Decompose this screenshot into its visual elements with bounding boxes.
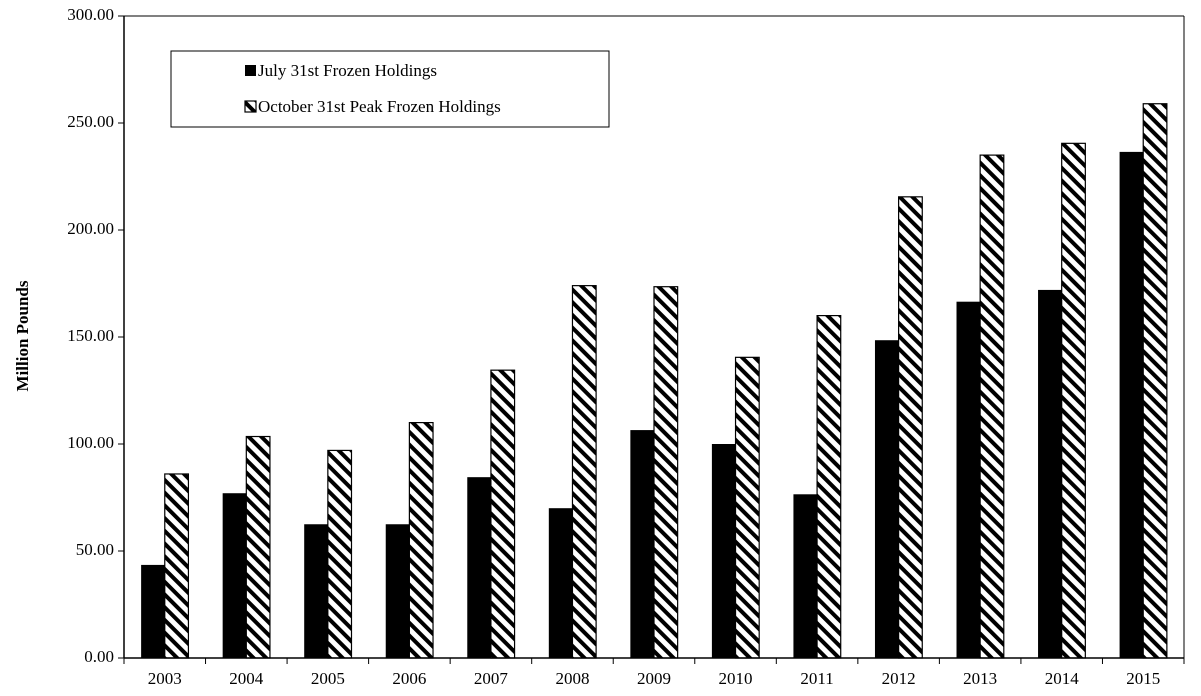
bar-series xyxy=(141,103,1168,659)
bar-july-2006 xyxy=(385,524,410,658)
bar-october-2005 xyxy=(327,449,353,659)
bar-july-2012 xyxy=(874,340,899,658)
x-tick-label: 2005 xyxy=(311,669,345,688)
x-tick-label: 2011 xyxy=(800,669,833,688)
bar-october-2007 xyxy=(490,369,516,659)
x-tick-label: 2015 xyxy=(1126,669,1160,688)
x-tick-label: 2004 xyxy=(229,669,264,688)
bar-october-2015 xyxy=(1142,103,1168,659)
bar-october-2009 xyxy=(653,286,679,659)
bar-october-2004 xyxy=(245,435,271,659)
bar-october-2012 xyxy=(898,196,923,659)
bar-october-2006 xyxy=(408,422,434,659)
y-axis-ticks: 0.00 50.00 100.00 150.00 200.00 250.00 300.00 xyxy=(67,5,124,666)
legend-swatch-october xyxy=(244,100,257,113)
x-tick-label: 2006 xyxy=(392,669,426,688)
legend: July 31st Frozen Holdings October 31st P… xyxy=(170,50,610,128)
bar-july-2005 xyxy=(304,524,328,658)
x-tick-label: 2010 xyxy=(719,669,753,688)
legend-label-october: October 31st Peak Frozen Holdings xyxy=(258,97,501,116)
legend-box xyxy=(170,50,610,128)
legend-label-july: July 31st Frozen Holdings xyxy=(258,61,437,80)
bar-july-2014 xyxy=(1038,289,1062,658)
x-tick-label: 2008 xyxy=(555,669,589,688)
x-axis-labels: 2003 2004 2005 2006 2007 2008 2009 2010 2011 2012… xyxy=(123,658,1185,688)
bar-july-2003 xyxy=(141,564,165,658)
bar-october-2014 xyxy=(1061,142,1086,659)
x-tick-label: 2009 xyxy=(637,669,671,688)
x-tick-label: 2007 xyxy=(474,669,509,688)
bar-july-2009 xyxy=(630,430,654,658)
bar-july-2013 xyxy=(956,301,981,658)
bar-july-2007 xyxy=(467,477,491,658)
y-tick-label: 0.00 xyxy=(84,647,114,666)
bar-july-2011 xyxy=(793,494,818,658)
bar-july-2008 xyxy=(548,508,573,658)
bar-july-2015 xyxy=(1119,151,1144,658)
y-tick-label: 50.00 xyxy=(76,540,114,559)
y-tick-label: 150.00 xyxy=(67,326,114,345)
x-tick-label: 2013 xyxy=(963,669,997,688)
y-axis-title: Million Pounds xyxy=(13,280,32,391)
y-tick-label: 200.00 xyxy=(67,219,114,238)
y-tick-label: 300.00 xyxy=(67,5,114,24)
bar-october-2010 xyxy=(734,356,760,659)
x-tick-label: 2003 xyxy=(148,669,182,688)
bar-october-2008 xyxy=(571,285,597,659)
legend-swatch-july xyxy=(245,65,256,76)
bar-october-2013 xyxy=(979,154,1005,659)
bar-october-2003 xyxy=(164,473,190,659)
bar-july-2010 xyxy=(711,444,736,658)
bar-july-2004 xyxy=(222,493,247,658)
y-tick-label: 100.00 xyxy=(67,433,114,452)
x-tick-label: 2014 xyxy=(1045,669,1080,688)
bar-october-2011 xyxy=(816,315,842,659)
x-tick-label: 2012 xyxy=(882,669,916,688)
y-tick-label: 250.00 xyxy=(67,112,114,131)
